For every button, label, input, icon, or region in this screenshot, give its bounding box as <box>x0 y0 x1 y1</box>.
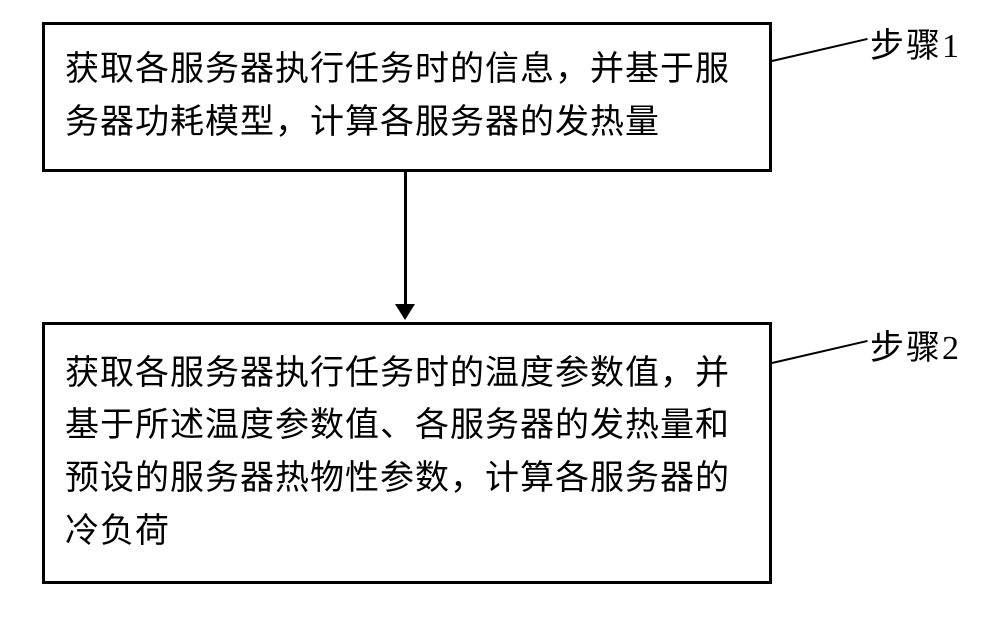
flowchart-node-step1: 获取各服务器执行任务时的信息，并基于服务器功耗模型，计算各服务器的发热量 <box>42 22 772 172</box>
arrow-shaft <box>404 172 407 306</box>
flowchart-node-step2: 获取各服务器执行任务时的温度参数值，并基于所述温度参数值、各服务器的发热量和预设… <box>42 322 772 584</box>
leader-line-step1 <box>772 38 868 62</box>
leader-line-step2 <box>772 340 868 364</box>
arrow-head-icon <box>395 304 415 320</box>
step2-label: 步骤2 <box>870 320 961 369</box>
step2-text: 获取各服务器执行任务时的温度参数值，并基于所述温度参数值、各服务器的发热量和预设… <box>65 348 749 559</box>
step1-label: 步骤1 <box>870 18 961 67</box>
step1-text: 获取各服务器执行任务时的信息，并基于服务器功耗模型，计算各服务器的发热量 <box>65 44 749 149</box>
